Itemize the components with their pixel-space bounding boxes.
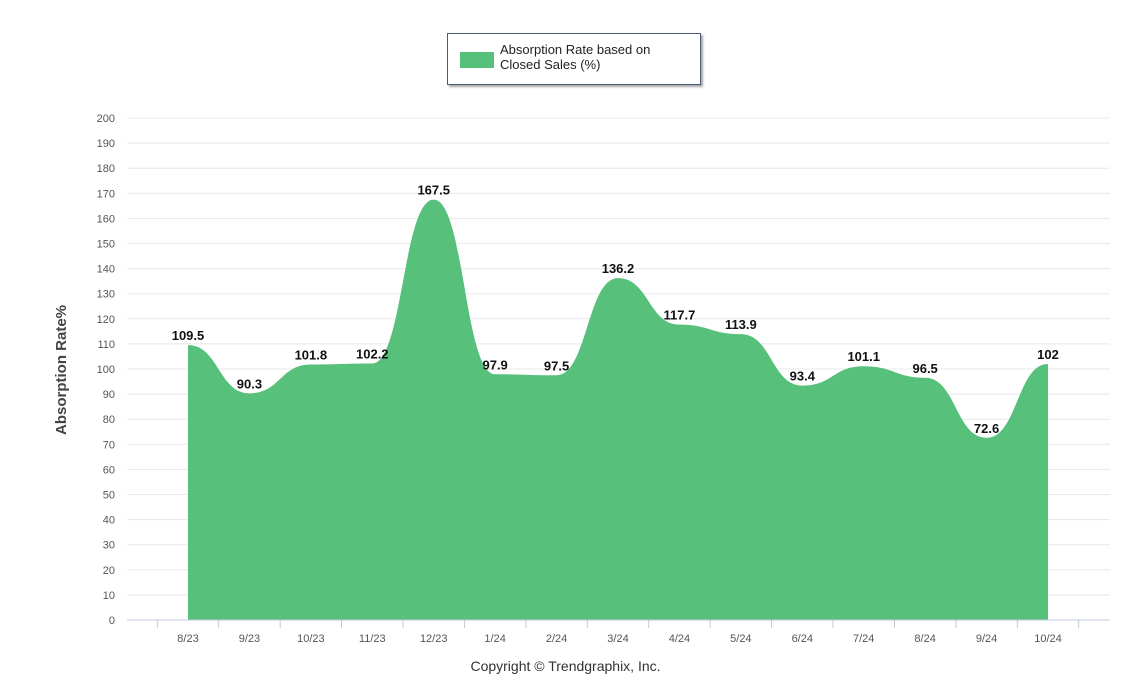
- y-tick-label: 160: [97, 213, 115, 225]
- y-tick-label: 150: [97, 239, 115, 251]
- x-tick-label: 8/23: [177, 633, 198, 645]
- data-label: 167.5: [417, 183, 450, 198]
- y-tick-label: 60: [103, 464, 115, 476]
- data-label: 90.3: [237, 376, 262, 391]
- y-axis-label: Absorption Rate%: [53, 305, 70, 435]
- data-label: 102.2: [356, 346, 389, 361]
- y-tick-label: 0: [109, 615, 115, 627]
- legend-swatch: [460, 52, 494, 68]
- y-tick-label: 130: [97, 289, 115, 301]
- x-tick-label: 5/24: [730, 633, 751, 645]
- legend-label-line1: Absorption Rate based on: [500, 42, 651, 57]
- y-tick-label: 40: [103, 515, 115, 527]
- data-label: 136.2: [602, 261, 635, 276]
- x-axis-ticks: 8/23 9/23 10/23 11/23 12/23 1/24 2/24 3/24 4/24 5…: [177, 633, 1061, 645]
- x-tick-label: 7/24: [853, 633, 874, 645]
- data-label: 102: [1037, 347, 1059, 362]
- series-area: [188, 199, 1048, 620]
- x-tick-label: 3/24: [607, 633, 628, 645]
- legend-label: Absorption Rate based on Closed Sales (%…: [500, 42, 696, 72]
- y-tick-label: 190: [97, 138, 115, 150]
- data-label: 109.5: [172, 328, 205, 343]
- y-tick-label: 100: [97, 364, 115, 376]
- legend: Absorption Rate based on Closed Sales (%…: [447, 33, 701, 85]
- y-tick-label: 170: [97, 188, 115, 200]
- y-tick-label: 80: [103, 414, 115, 426]
- y-tick-label: 50: [103, 490, 115, 502]
- x-axis: [127, 619, 1110, 628]
- data-label: 97.5: [544, 358, 569, 373]
- y-axis-ticks: 0 10 20 30 40 50 60 70 80 90 100 110 120 130 140 150 160…: [97, 113, 115, 627]
- data-label: 72.6: [974, 421, 999, 436]
- data-label: 117.7: [664, 308, 696, 323]
- y-tick-label: 90: [103, 389, 115, 401]
- x-tick-label: 10/23: [297, 633, 325, 645]
- y-tick-label: 10: [103, 590, 115, 602]
- x-tick-label: 1/24: [484, 633, 505, 645]
- legend-label-line2: Closed Sales (%): [500, 57, 601, 72]
- y-tick-label: 70: [103, 439, 115, 451]
- x-tick-label: 4/24: [669, 633, 690, 645]
- data-label: 97.9: [482, 357, 507, 372]
- x-tick-label: 12/23: [420, 633, 448, 645]
- x-tick-label: 6/24: [792, 633, 813, 645]
- y-tick-label: 140: [97, 264, 115, 276]
- x-tick-label: 10/24: [1034, 633, 1062, 645]
- y-tick-label: 200: [97, 113, 115, 125]
- x-tick-label: 11/23: [359, 633, 386, 645]
- data-labels: 109.5 90.3 101.8 102.2 167.5 97.9 97.5 136.2 117…: [172, 183, 1059, 436]
- x-tick-label: 9/24: [976, 633, 997, 645]
- y-tick-label: 120: [97, 314, 115, 326]
- y-tick-label: 180: [97, 163, 115, 175]
- data-label: 96.5: [912, 361, 937, 376]
- y-tick-label: 30: [103, 540, 115, 552]
- x-tick-label: 8/24: [914, 633, 935, 645]
- data-label: 113.9: [725, 317, 757, 332]
- x-tick-label: 2/24: [546, 633, 567, 645]
- data-label: 93.4: [790, 369, 816, 384]
- y-tick-label: 20: [103, 565, 115, 577]
- x-tick-label: 9/23: [239, 633, 260, 645]
- copyright-text: Copyright © Trendgraphix, Inc.: [470, 658, 661, 674]
- data-label: 101.1: [847, 349, 880, 364]
- data-label: 101.8: [295, 347, 328, 362]
- y-tick-label: 110: [97, 339, 115, 351]
